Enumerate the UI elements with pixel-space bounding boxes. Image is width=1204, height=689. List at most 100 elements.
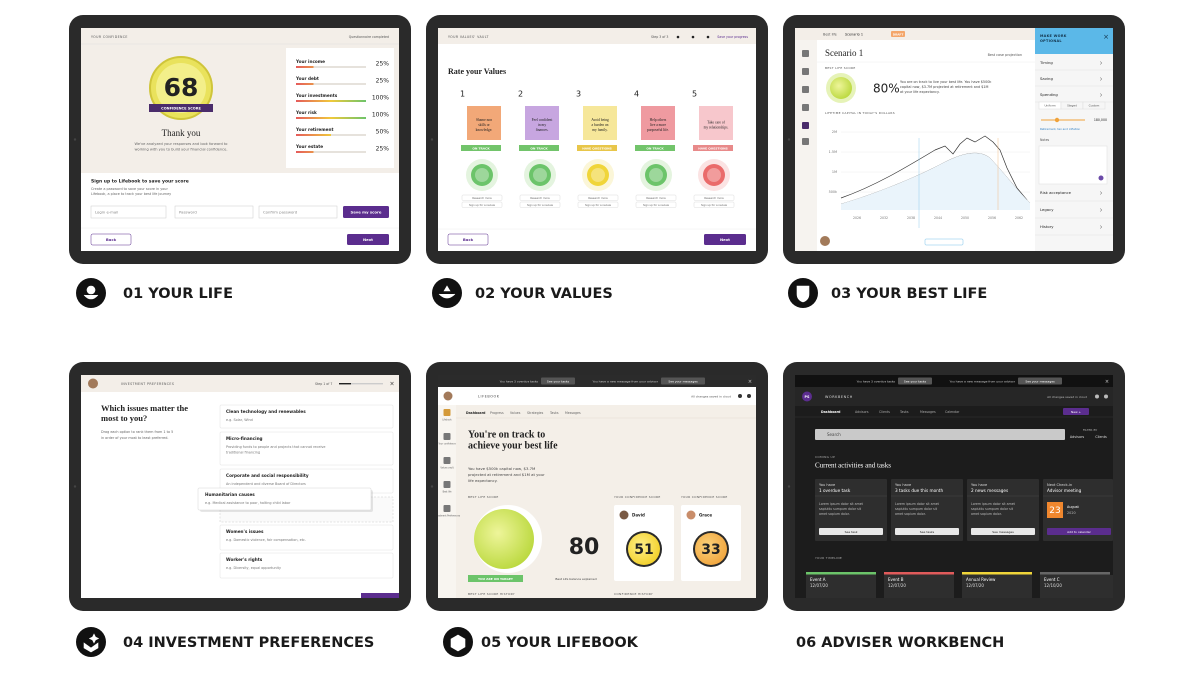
event-name[interactable]: Annual Review [966,577,996,582]
event-card[interactable] [962,572,1032,602]
action[interactable] [577,194,619,201]
button-label[interactable]: Next [363,237,373,242]
filter[interactable]: Clients [1095,435,1107,439]
button[interactable] [819,528,883,535]
link[interactable]: Retirement, tax and inflation [1040,127,1080,131]
nav-icon[interactable] [443,433,451,440]
menu-item[interactable]: Saving [1040,76,1053,81]
nav-icon[interactable] [443,409,451,416]
button[interactable] [1047,528,1111,535]
input[interactable] [174,205,254,219]
option-desc[interactable]: Providing funds to people and projects t… [226,445,326,449]
button[interactable] [898,377,932,385]
action-label[interactable]: Research more [646,196,666,200]
button[interactable] [971,528,1035,535]
event-name[interactable]: Event B [888,577,904,582]
option-desc[interactable]: e.g. Diversity, equal opportunity [226,566,281,570]
action-label[interactable]: Research more [704,196,724,200]
menu-item[interactable]: Risk acceptance [1040,190,1072,195]
nav-icon[interactable] [443,505,451,512]
nav-label[interactable]: Lifebook [442,419,452,422]
input-placeholder[interactable]: Login e-mail [95,209,118,214]
input-placeholder[interactable]: Confirm password [263,209,298,214]
action[interactable] [693,201,735,208]
option-desc[interactable]: e.g. Solar, Wind [226,418,253,422]
nav-icon[interactable] [443,457,451,464]
event-card[interactable] [884,572,954,602]
mode-tab[interactable] [1082,101,1106,110]
option-card[interactable] [219,524,394,551]
button[interactable] [90,233,132,246]
option-desc[interactable]: traditional financing [226,451,260,455]
button-label[interactable]: Next [720,237,730,242]
action[interactable] [577,201,619,208]
option-card[interactable] [219,404,394,429]
button[interactable] [347,234,389,245]
nav-icon[interactable] [443,481,451,488]
close-icon[interactable]: × [389,381,394,388]
button-label[interactable]: See your messages [1025,379,1055,383]
action-label[interactable]: Sign up for a review [701,203,728,207]
option-name[interactable]: Corporate and social responsibility [226,473,309,478]
nav-icon[interactable] [802,68,809,75]
event-date[interactable]: 12/07/20 [888,583,906,588]
button-label[interactable]: See messages [992,530,1014,534]
action[interactable] [635,201,677,208]
tab[interactable]: Values [510,411,521,415]
mode-label[interactable]: Custom [1089,104,1100,108]
nav-label[interactable]: Values vault [440,467,453,470]
dragged-card[interactable] [197,487,372,511]
close-icon[interactable]: × [748,379,752,385]
action-label[interactable]: Sign up for a review [643,203,670,207]
search-placeholder[interactable]: Search [827,432,841,437]
option-name[interactable]: Women's issues [226,529,264,534]
nav-icon[interactable] [802,86,809,93]
event-card[interactable] [806,572,876,602]
tab[interactable]: Tasks [899,410,909,414]
option-name[interactable]: Humanitarian causes [205,492,255,497]
button[interactable] [704,234,746,245]
action-label[interactable]: Research more [530,196,550,200]
menu-item[interactable]: Legacy [1040,207,1054,212]
button[interactable] [541,377,575,385]
action-label[interactable]: Sign up for a review [585,203,612,207]
tab[interactable]: Strategies [527,411,544,415]
action[interactable] [635,194,677,201]
button-label[interactable]: Save my score [351,209,382,214]
menu-item[interactable]: Timing [1039,60,1053,65]
tab[interactable]: Dashboard [466,411,486,415]
input[interactable] [90,205,167,219]
action-label[interactable]: Sign up for a review [527,203,554,207]
action-label[interactable]: Research more [472,196,492,200]
option-name[interactable]: Worker's rights [226,557,263,562]
save-link[interactable]: Save your progress [717,35,748,39]
action[interactable] [461,194,503,201]
option-desc[interactable]: An independent and diverse Board of Dire… [226,482,306,486]
search-field[interactable] [815,429,1065,440]
option-name[interactable]: Micro-financing [226,436,263,441]
button-label[interactable]: Back [106,237,117,242]
projection[interactable]: Best case projection [988,53,1022,57]
button[interactable] [447,233,489,246]
event-name[interactable]: Event A [810,577,826,582]
optimize-button[interactable] [924,238,964,246]
explain-link[interactable]: Best Life balance explained [555,577,596,581]
nav-icon[interactable] [802,50,809,57]
button-label[interactable]: Back [463,237,474,242]
nav-icon[interactable] [802,104,809,111]
tab[interactable]: Messages [920,410,936,414]
action-label[interactable]: Research more [588,196,608,200]
event-date[interactable]: 12/10/20 [1044,583,1062,588]
option-desc[interactable]: e.g. Domestic violence, fair compensatio… [226,538,306,542]
action[interactable] [519,194,561,201]
action-label[interactable]: Sign up for a review [469,203,496,207]
button-label[interactable]: See your tasks [904,379,927,383]
nav-icon[interactable] [802,138,809,145]
notes-field[interactable] [1038,145,1108,185]
close-icon[interactable]: × [1105,379,1109,385]
option-card[interactable] [219,552,394,579]
button[interactable] [1063,408,1089,415]
tab[interactable]: Tasks [549,411,559,415]
tab[interactable]: Advisors [855,410,869,414]
tab[interactable]: Calendar [945,410,960,414]
